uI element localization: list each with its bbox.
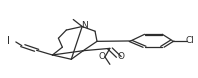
Text: O: O — [98, 52, 105, 61]
Text: I: I — [7, 36, 10, 46]
Text: O: O — [118, 52, 125, 61]
Text: N: N — [81, 21, 88, 30]
Text: Cl: Cl — [186, 36, 194, 45]
